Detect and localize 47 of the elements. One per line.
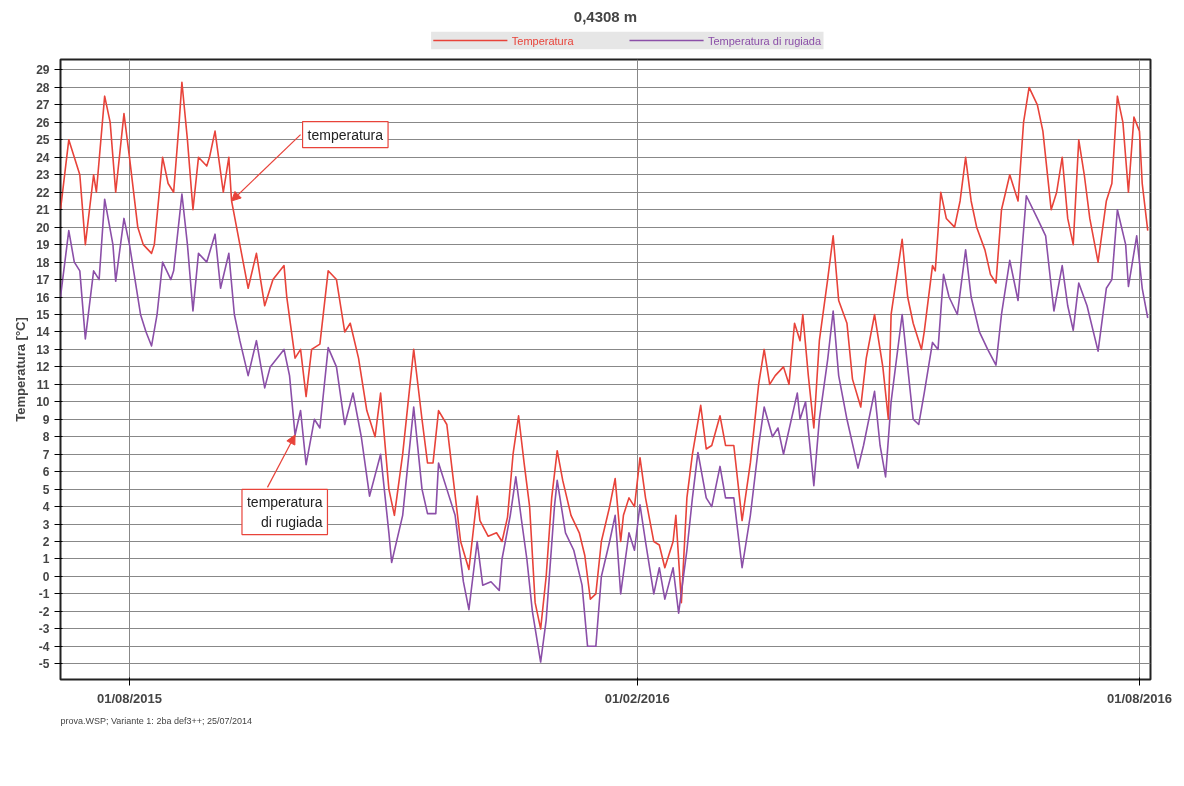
text: prova.WSP; Variante 1: 2ba def3++; 25/07/2014 [60,715,252,726]
text: Temperatura [511,34,575,47]
y-tick-label: -3 [38,622,50,637]
y-tick-label: 16 [36,290,50,305]
y-tick-label: 19 [36,238,50,253]
y-tick-label: 8 [42,430,50,445]
y-tick-label: 1 [42,552,50,567]
y-tick-label: 11 [36,377,50,392]
x-tick-label: 01/08/2016 [1106,690,1173,706]
x-tick-label: 01/08/2015 [96,690,163,706]
y-tick-label: 3 [42,517,50,532]
y-tick-label: -2 [38,604,50,619]
chart-title: 0,4308 m [573,7,638,25]
x-tick-label: 01/02/2016 [604,690,670,706]
y-tick-label: 0 [42,569,50,584]
y-tick-label: -1 [38,587,50,602]
annotation: temperatura di rugiada [246,494,323,530]
y-tick-label: 13 [36,342,50,357]
y-tick-label: 24 [36,150,50,165]
y-tick-label: 17 [36,273,50,288]
y-tick-label: 28 [36,80,50,95]
y-tick-label: 6 [42,465,50,480]
y-tick-label: 29 [36,63,50,78]
line-series [60,81,1149,630]
y-tick-label: 4 [42,500,50,515]
y-tick-label: 5 [42,482,50,497]
y-tick-label: 12 [36,360,50,375]
y-tick-label: 10 [36,395,50,410]
annotation: temperatura [307,126,384,143]
line-series [60,193,1149,663]
y-tick-label: 15 [36,307,50,322]
y-tick-label: 7 [42,447,50,462]
y-tick-label: -5 [38,657,50,672]
y-tick-label: -4 [38,639,50,654]
y-tick-label: 2 [42,535,50,550]
y-tick-label: 20 [36,220,50,235]
y-tick-label: 22 [36,185,50,200]
y-tick-label: 27 [36,98,50,113]
y-tick-label: 21 [36,203,50,218]
y-tick-label: 18 [36,255,50,270]
y-axis-title: Temperatura [°C] [13,317,29,422]
y-tick-label: 25 [36,133,50,148]
y-tick-label: 14 [36,325,50,340]
y-tick-label: 9 [42,412,50,427]
y-tick-label: 26 [36,115,50,130]
y-tick-label: 23 [36,168,50,183]
text: Temperatura di rugiada [707,34,822,47]
